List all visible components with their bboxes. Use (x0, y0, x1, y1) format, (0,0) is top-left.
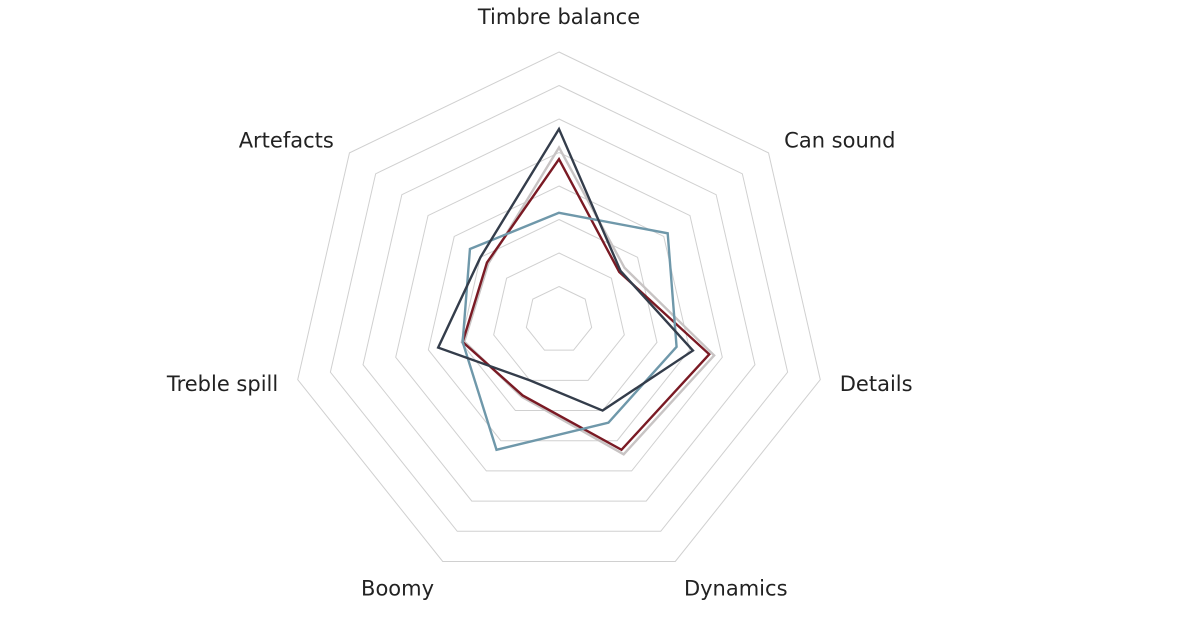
grid-ring-3 (460, 218, 658, 412)
grid-ring-1 (525, 285, 593, 351)
axis-labels: Timbre balance Can sound Details Dynamic… (166, 5, 913, 600)
axis-label-can-sound: Can sound (784, 128, 895, 152)
series-4-line (436, 126, 695, 412)
axis-label-treble-spill: Treble spill (166, 372, 278, 396)
radar-grid (297, 51, 821, 562)
grid-ring-5 (395, 151, 723, 472)
grid-ring-4 (427, 185, 691, 442)
series-1-line (462, 145, 716, 456)
axis-label-timbre-balance: Timbre balance (477, 5, 640, 29)
series-3-line (461, 211, 678, 452)
grid-ring-8 (297, 51, 821, 562)
grid-ring-6 (362, 118, 756, 502)
radar-series (436, 126, 716, 456)
axis-label-details: Details (840, 372, 913, 396)
grid-ring-7 (329, 84, 789, 532)
axis-label-boomy: Boomy (361, 576, 434, 600)
axis-label-artefacts: Artefacts (239, 128, 334, 152)
axis-label-dynamics: Dynamics (684, 576, 788, 600)
grid-ring-2 (493, 252, 625, 381)
